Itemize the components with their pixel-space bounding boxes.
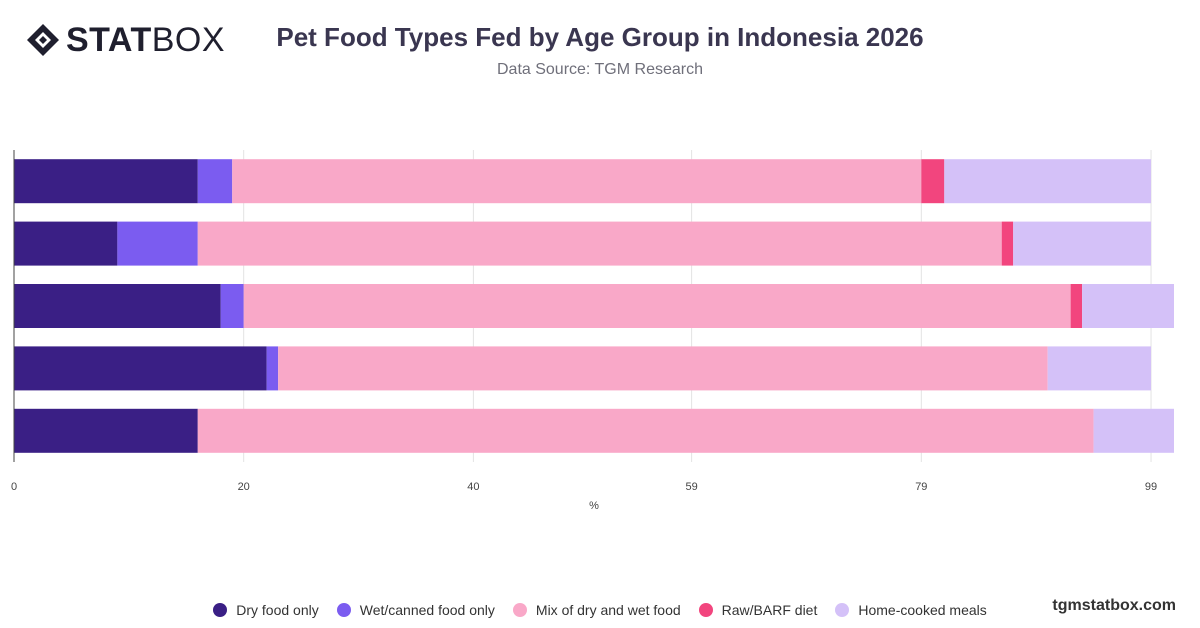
bar-segment: [1001, 221, 1014, 266]
bar-segment: [232, 159, 922, 204]
bar-segment: [117, 221, 198, 266]
bar-segment: [14, 284, 221, 328]
bar-segment: [197, 159, 233, 204]
legend-swatch-icon: [512, 603, 527, 617]
legend-label: Dry food only: [236, 602, 319, 618]
bar-segment: [278, 346, 1048, 391]
bar-segment: [1082, 284, 1174, 328]
legend-item[interactable]: Mix of dry and wet food: [512, 602, 681, 618]
legend-label: Raw/BARF diet: [721, 602, 818, 618]
stacked-bar-chart: 0 20 40 59 79 99%: [11, 150, 1174, 512]
legend-item[interactable]: Home-cooked meals: [835, 602, 987, 618]
bar-segment: [266, 346, 279, 391]
legend-label: Mix of dry and wet food: [535, 602, 681, 618]
x-tick-label: 79: [915, 481, 927, 493]
bar-segment: [1070, 284, 1083, 328]
legend-item[interactable]: Dry food only: [213, 602, 319, 618]
statbox-logo: STATBOX: [26, 22, 225, 58]
x-tick-label: 20: [238, 481, 250, 493]
x-axis-label: %: [589, 500, 599, 512]
legend-swatch-icon: [835, 603, 850, 617]
legend-label: Wet/canned food only: [359, 602, 495, 618]
bar-segment: [944, 159, 1152, 204]
diamond-logo-icon: [27, 24, 59, 56]
bar-segment: [14, 408, 198, 453]
footer-brand: tgmstatbox.com: [1052, 597, 1176, 614]
bar-segment: [14, 221, 118, 266]
chart-legend: Dry food only Wet/canned food only Mix of …: [0, 602, 1200, 618]
logo-wordmark: STATBOX: [66, 21, 226, 59]
bar-segment: [1013, 221, 1152, 266]
bar-segment: [220, 284, 244, 328]
chart-title: Pet Food Types Fed by Age Group in Indon…: [276, 22, 924, 52]
bar-segment: [921, 159, 945, 204]
bar-segment: [1093, 408, 1174, 453]
bar-segment: [1047, 346, 1152, 391]
bar-segment: [14, 159, 198, 204]
x-tick-label: 59: [685, 481, 697, 493]
bar-segment: [14, 346, 267, 391]
legend-item[interactable]: Raw/BARF diet: [698, 602, 818, 618]
chart-subtitle: Data Source: TGM Research: [496, 61, 703, 78]
x-tick-label: 0: [11, 481, 17, 493]
legend-label: Home-cooked meals: [858, 602, 987, 618]
legend-swatch-icon: [698, 603, 713, 617]
x-tick-label: 99: [1145, 481, 1157, 493]
bar-segment: [197, 221, 1002, 266]
legend-swatch-icon: [336, 603, 351, 617]
legend-swatch-icon: [213, 603, 228, 617]
bar-segment: [243, 284, 1071, 328]
legend-item[interactable]: Wet/canned food only: [336, 602, 495, 618]
x-tick-label: 40: [467, 481, 479, 493]
bar-segment: [197, 408, 1094, 453]
